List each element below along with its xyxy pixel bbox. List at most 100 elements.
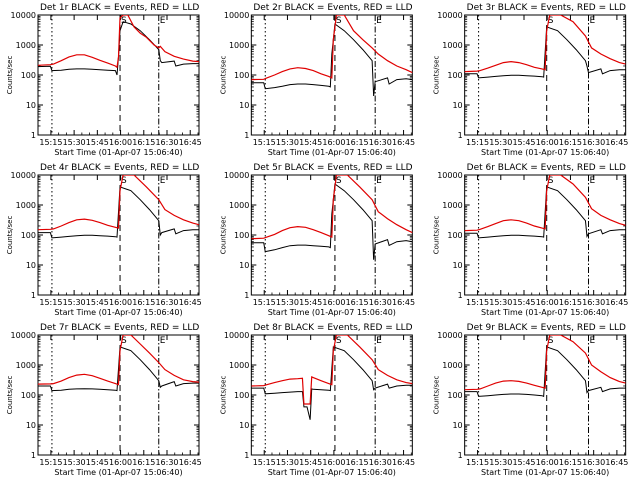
x-tick-label: 16:45 <box>392 138 415 147</box>
x-tick-label: 15:15 <box>39 138 62 147</box>
marker-label: E <box>590 16 596 26</box>
y-axis-label: Counts/sec <box>6 56 14 95</box>
series-events-line <box>251 183 413 260</box>
x-tick-label: 15:45 <box>512 298 535 307</box>
y-tick-label: 10000 <box>224 11 249 20</box>
y-tick-label: 100 <box>447 71 462 80</box>
y-tick-label: 10 <box>452 261 462 270</box>
x-tick-label: 16:15 <box>559 138 582 147</box>
y-tick-label: 1 <box>31 131 36 140</box>
panel-title: Det 2r BLACK = Events, RED = LLD <box>253 3 412 13</box>
y-tick-label: 10000 <box>437 331 462 340</box>
plot-frame <box>37 174 200 296</box>
y-tick-label: 10000 <box>11 11 36 20</box>
y-tick-label: 10 <box>26 421 36 430</box>
x-tick-label: 16:30 <box>582 138 605 147</box>
panel-title: Det 4r BLACK = Events, RED = LLD <box>40 163 199 173</box>
y-tick-label: 1000 <box>442 361 462 370</box>
x-tick-label: 16:30 <box>369 298 392 307</box>
x-tick-label: 16:15 <box>346 458 369 467</box>
panel-title: Det 9r BLACK = Events, RED = LLD <box>467 323 626 333</box>
x-axis-label: Start Time (01-Apr-07 15:06:40) <box>268 468 396 477</box>
series-events-line <box>464 26 626 79</box>
x-tick-label: 16:30 <box>155 458 178 467</box>
y-tick-label: 100 <box>234 231 249 240</box>
series-lld-line <box>251 15 413 81</box>
x-tick-label: 15:15 <box>466 458 489 467</box>
x-tick-label: 16:00 <box>322 458 345 467</box>
x-tick-label: 16:15 <box>559 458 582 467</box>
y-tick-label: 10 <box>239 421 249 430</box>
y-tick-label: 100 <box>447 231 462 240</box>
x-tick-label: 15:45 <box>512 138 535 147</box>
x-tick-label: 16:15 <box>132 458 155 467</box>
detector-panel-6: Det 6r BLACK = Events, RED = LLD 1 10 100 10… <box>433 163 629 317</box>
x-axis-label: Start Time (01-Apr-07 15:06:40) <box>481 148 609 157</box>
series-events-line <box>464 186 626 239</box>
x-tick-label: 15:15 <box>39 458 62 467</box>
y-tick-label: 1000 <box>229 201 249 210</box>
series-lld-line <box>251 175 413 240</box>
marker-label: S <box>121 176 127 186</box>
plot-frame <box>37 334 200 456</box>
x-tick-label: 16:15 <box>559 298 582 307</box>
plot-frame <box>250 334 413 456</box>
plot-frame <box>464 14 627 136</box>
x-tick-label: 16:15 <box>132 138 155 147</box>
y-tick-label: 10 <box>239 261 249 270</box>
x-tick-label: 15:45 <box>299 298 322 307</box>
y-tick-label: 100 <box>234 71 249 80</box>
detector-panel-3: Det 3r BLACK = Events, RED = LLD 1 10 100 10… <box>433 3 629 157</box>
x-tick-label: 15:30 <box>489 298 512 307</box>
series-lld-line <box>464 335 626 391</box>
y-tick-label: 1 <box>31 291 36 300</box>
panel-title: Det 1r BLACK = Events, RED = LLD <box>40 3 199 13</box>
y-tick-label: 1 <box>458 451 463 460</box>
x-tick-label: 16:00 <box>536 458 559 467</box>
x-tick-label: 15:30 <box>63 298 86 307</box>
x-tick-label: 15:45 <box>299 458 322 467</box>
marker-label: E <box>160 336 166 346</box>
plot-frame <box>464 334 627 456</box>
y-tick-label: 10000 <box>437 11 462 20</box>
y-tick-label: 1 <box>31 451 36 460</box>
x-tick-label: 16:00 <box>109 458 132 467</box>
y-tick-label: 1 <box>244 131 249 140</box>
x-tick-label: 16:15 <box>346 138 369 147</box>
x-tick-label: 16:30 <box>155 138 178 147</box>
series-lld-line <box>38 335 199 386</box>
x-tick-label: 15:30 <box>63 138 86 147</box>
series-lld-line <box>464 15 626 73</box>
y-tick-label: 1000 <box>229 41 249 50</box>
plot-frame <box>464 174 627 296</box>
x-tick-label: 16:15 <box>132 298 155 307</box>
x-axis-label: Start Time (01-Apr-07 15:06:40) <box>481 308 609 317</box>
y-axis-label: Counts/sec <box>6 376 14 415</box>
y-tick-label: 10 <box>452 101 462 110</box>
detector-panel-1: Det 1r BLACK = Events, RED = LLD 1 10 100 10… <box>6 3 202 157</box>
x-tick-label: 15:45 <box>299 138 322 147</box>
series-events-line <box>38 346 199 392</box>
x-tick-label: 16:45 <box>605 138 628 147</box>
panel-title: Det 8r BLACK = Events, RED = LLD <box>253 323 412 333</box>
marker-label: S <box>336 16 342 26</box>
x-axis-label: Start Time (01-Apr-07 15:06:40) <box>54 148 182 157</box>
x-tick-label: 15:45 <box>86 298 109 307</box>
y-tick-label: 10 <box>452 421 462 430</box>
x-tick-label: 15:30 <box>276 298 299 307</box>
marker-label: S <box>336 336 342 346</box>
y-tick-label: 1 <box>244 291 249 300</box>
x-tick-label: 16:30 <box>582 458 605 467</box>
series-events-line <box>251 23 413 97</box>
y-tick-label: 10000 <box>437 171 462 180</box>
detector-panel-7: Det 7r BLACK = Events, RED = LLD 1 10 100 10… <box>6 323 202 477</box>
x-tick-label: 16:00 <box>536 298 559 307</box>
y-tick-label: 1000 <box>229 361 249 370</box>
y-tick-label: 1000 <box>442 41 462 50</box>
y-tick-label: 1 <box>244 451 249 460</box>
x-axis-label: Start Time (01-Apr-07 15:06:40) <box>481 468 609 477</box>
detector-panel-9: Det 9r BLACK = Events, RED = LLD 1 10 100 10… <box>433 323 629 477</box>
x-tick-label: 15:30 <box>63 458 86 467</box>
x-tick-label: 16:30 <box>369 138 392 147</box>
